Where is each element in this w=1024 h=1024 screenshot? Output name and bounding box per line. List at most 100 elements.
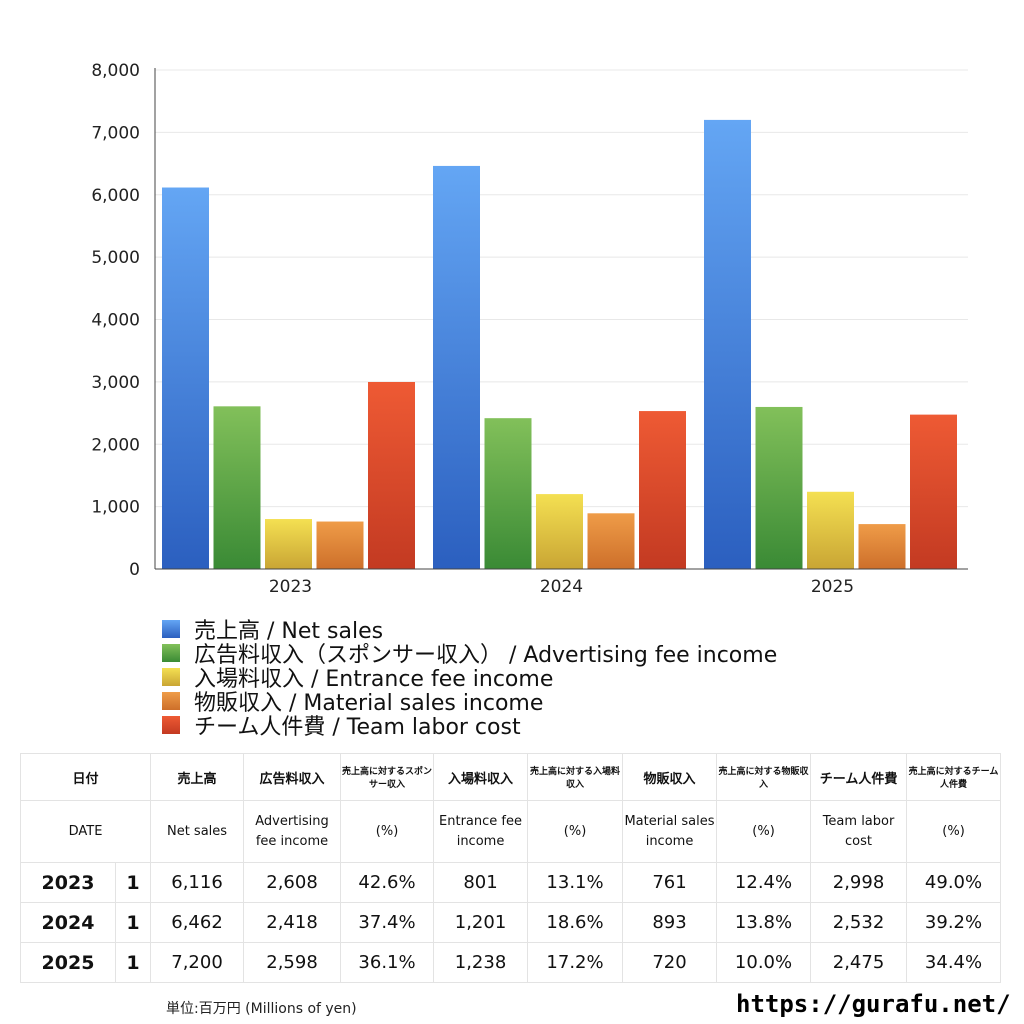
y-tick-label: 4,000 [91,311,140,331]
table-cell: 6,462 [150,902,245,943]
bar-chart: 0 1,000 2,000 3,000 4,000 5,000 6,000 7,000 8,00… [91,61,968,597]
table-cell: 39.2% [906,902,1002,943]
header-jp: 売上高に対する物販収入 [716,753,812,801]
bar [755,406,803,569]
table-cell: 12.4% [716,862,812,903]
legend-swatch [162,620,180,638]
y-tick-label: 0 [129,560,140,580]
bar [368,381,415,569]
header-jp: 日付 [19,753,152,801]
header-en: Net sales [150,800,245,863]
bar [639,411,686,569]
header-jp: 売上高に対する入場料収入 [527,753,624,801]
table-cell: 2,998 [810,862,908,903]
legend-swatch [162,692,180,710]
table-cell: 13.1% [527,862,624,903]
legend-swatch [162,716,180,734]
legend-label: 物販収入 / Material sales income [194,691,544,716]
table-cell: 720 [622,942,718,983]
table-cell: 801 [433,862,529,903]
unit-note: 単位:百万円 (Millions of yen) [166,1001,357,1017]
bar [704,119,751,570]
y-tick-label: 3,000 [91,373,140,393]
bar [316,521,364,569]
table-cell: 6,116 [150,862,245,903]
table-cell: 2,475 [810,942,908,983]
x-tick-label: 2025 [811,577,854,597]
table-cell: 2,598 [243,942,342,983]
table-cell: 36.1% [340,942,435,983]
legend-label: 売上高 / Net sales [194,619,384,644]
header-en: Entrance fee income [433,800,529,863]
table-cell: 18.6% [527,902,624,943]
header-jp: 広告料収入 [243,753,342,801]
y-tick-label: 8,000 [91,61,140,81]
bar [433,165,480,570]
table-cell: 1 [114,902,152,943]
legend-item: 売上高 / Net sales [162,617,777,644]
bar [807,491,854,569]
bar [587,513,635,569]
legend-item: チーム人件費 / Team labor cost [162,713,777,740]
x-tick-label: 2024 [540,577,583,597]
bar [536,494,583,569]
header-jp: 売上高に対するチーム人件費 [906,753,1002,801]
legend-label: 広告料収入（スポンサー収入） / Advertising fee income [194,643,778,668]
header-en: Material sales income [622,800,718,863]
table-cell: 893 [622,902,718,943]
legend-item: 入場料収入 / Entrance fee income [162,665,777,692]
header-jp: 売上高 [150,753,245,801]
y-tick-label: 6,000 [91,186,140,206]
table-cell: 761 [622,862,718,903]
legend-label: チーム人件費 / Team labor cost [194,715,521,740]
header-en: Advertising fee income [243,800,342,863]
site-url: https://gurafu.net/ [736,990,1011,1018]
legend-label: 入場料収入 / Entrance fee income [194,667,554,692]
table-cell: 7,200 [150,942,245,983]
y-tick-label: 1,000 [91,498,140,518]
header-jp: 売上高に対するスポンサー収入 [340,753,435,801]
table-cell: 2,418 [243,902,342,943]
table-cell: 34.4% [906,942,1002,983]
legend: 売上高 / Net sales 広告料収入（スポンサー収入） / Advertis… [162,617,777,740]
legend-item: 物販収入 / Material sales income [162,689,777,716]
legend-item: 広告料収入（スポンサー収入） / Advertising fee income [162,641,777,668]
table-cell: 1,238 [433,942,529,983]
legend-swatch [162,644,180,662]
table-cell: 37.4% [340,902,435,943]
header-en: DATE [19,800,152,863]
table-cell: 2,608 [243,862,342,903]
header-jp: チーム人件費 [810,753,908,801]
y-tick-label: 7,000 [91,123,140,143]
header-en: (%) [716,800,812,863]
bar [162,187,209,569]
bar [910,414,957,569]
header-en: Team labor cost [810,800,908,863]
bar [265,519,312,569]
table-cell: 1 [114,862,152,903]
table-cell: 2023 [20,862,116,903]
header-en: (%) [340,800,435,863]
table-cell: 42.6% [340,862,435,903]
y-tick-label: 5,000 [91,248,140,268]
bar [484,418,532,569]
table-cell: 13.8% [716,902,812,943]
table-cell: 10.0% [716,942,812,983]
header-en: (%) [906,800,1002,863]
table-cell: 17.2% [527,942,624,983]
header-jp: 物販収入 [622,753,718,801]
x-tick-label: 2023 [269,577,312,597]
header-jp: 入場料収入 [433,753,529,801]
table-cell: 2,532 [810,902,908,943]
table-cell: 1 [114,942,152,983]
y-tick-label: 2,000 [91,435,140,455]
table-cell: 1,201 [433,902,529,943]
table-row: 2024 1 6,462 2,418 37.4% 1,201 18.6% 893 13.8% 2,… [20,902,1002,943]
data-table: 日付 売上高 広告料収入 売上高に対するスポンサー収入 入場料収入 売上高に対する入場料収… [19,753,1002,983]
table-cell: 2024 [20,902,116,943]
table-cell: 49.0% [906,862,1002,903]
legend-swatch [162,668,180,686]
bar [858,524,906,569]
header-en: (%) [527,800,624,863]
table-row: 2023 1 6,116 2,608 42.6% 801 13.1% 761 12.4% 2,99… [20,862,1002,903]
